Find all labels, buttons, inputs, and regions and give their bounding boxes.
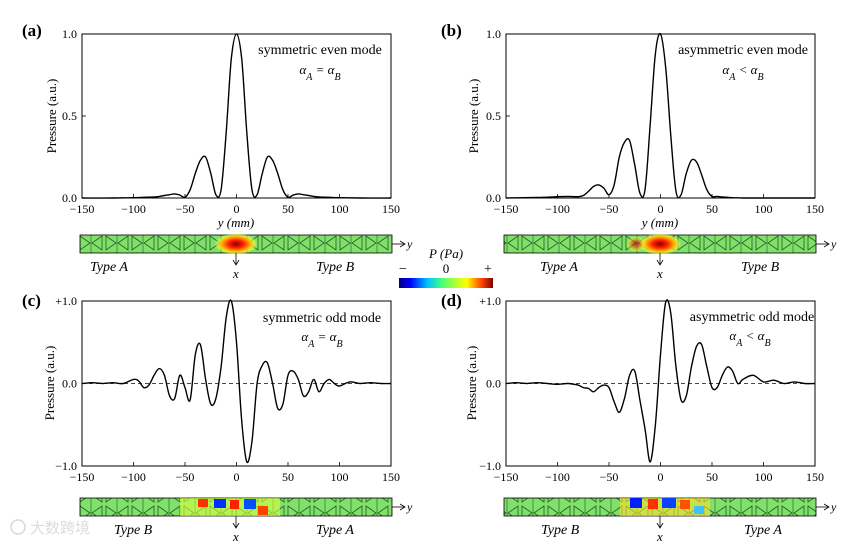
y-tick-label: +1.0 [55,294,77,308]
y-arrow-label: y [406,237,413,251]
y-arrow-label: y [406,500,413,514]
y-tick-label: 1.0 [62,27,77,41]
alpha-condition: αA < αB [722,62,763,83]
y-tick-label: 0.0 [486,377,501,391]
mode-title: asymmetric even mode [678,43,808,58]
strip-right-label: Type B [741,260,780,275]
x-tick-label: 0 [234,202,240,216]
x-arrow-label: x [656,529,663,544]
x-tick-label: 50 [706,470,718,484]
x-tick-label: −50 [600,202,619,216]
x-tick-label: 150 [806,470,824,484]
x-tick-label: 50 [706,202,718,216]
y-tick-label: 0.0 [62,377,77,391]
strip-left-label: Type B [114,523,153,538]
data-line [81,33,392,199]
x-tick-label: −100 [121,202,146,216]
y-arrow-label: y [830,237,837,251]
x-tick-label: 150 [382,470,400,484]
x-tick-label: 0 [658,470,664,484]
x-tick-label: −150 [70,470,95,484]
field-strip: y x Type A Type B [503,233,837,281]
strip-right-label: Type A [744,523,782,538]
plot-frame [81,33,392,199]
colorbar-max: + [484,262,492,277]
y-tick-label: 1.0 [486,27,501,41]
x-tick-label: −150 [70,202,95,216]
alpha-condition: αA = αB [301,329,342,350]
plot-frame [505,33,816,199]
x-tick-label: 100 [331,470,349,484]
x-tick-label: 100 [331,202,349,216]
strip-right-label: Type B [316,260,355,275]
y-tick-label: 0.0 [62,191,77,205]
x-tick-label: 50 [282,202,294,216]
alpha-condition: αA < αB [729,328,770,349]
x-axis-label: y (mm) [640,215,678,230]
watermark-logo-icon [10,519,26,535]
strip-left-label: Type B [541,523,580,538]
strip-right-label: Type A [316,523,354,538]
x-tick-label: 50 [282,470,294,484]
y-axis-label: Pressure (a.u.) [464,346,479,421]
x-tick-label: −150 [494,202,519,216]
colorbar-mid: 0 [443,261,450,276]
x-tick-label: 100 [755,202,773,216]
strip-left-label: Type A [90,260,128,275]
x-tick-label: −50 [176,470,195,484]
y-arrow-label: y [830,500,837,514]
alpha-condition: αA = αB [299,62,340,83]
panel-label: (b) [441,21,462,40]
colorbar-gradient [399,278,493,288]
y-axis-label: Pressure (a.u.) [44,79,59,154]
x-arrow-label: x [232,266,239,281]
y-tick-label: −1.0 [479,459,501,473]
x-arrow-label: x [232,529,239,544]
x-tick-label: 150 [382,202,400,216]
panel-label: (d) [441,291,462,310]
field-strip: y x Type A Type B [79,233,413,281]
x-tick-label: −100 [545,470,570,484]
x-arrow-label: x [656,266,663,281]
x-axis-label: y (mm) [216,215,254,230]
x-tick-label: 150 [806,202,824,216]
y-tick-label: 0.5 [486,109,501,123]
colorbar: P (Pa) − 0 + [399,246,493,288]
field-strip: y x Type B Type A [503,497,837,544]
panel-b: (b) −150 −100 −50 0 50 100 150 0.0 0.5 1.0 Pressu… [441,21,837,281]
mode-title: asymmetric odd mode [690,310,814,325]
watermark: 大数跨境 [10,519,90,537]
mode-title: symmetric odd mode [263,311,381,326]
panel-c: (c) −150 −100 −50 0 50 100 150 −1.0 0.0 +1.0 Pres… [22,291,413,544]
x-tick-label: −150 [494,470,519,484]
y-tick-label: +1.0 [479,294,501,308]
mode-title: symmetric even mode [258,43,382,58]
data-line [505,299,816,463]
panel-d: (d) −150 −100 −50 0 50 100 150 −1.0 0.0 +1.0 Pres… [441,291,837,544]
data-line [505,32,815,199]
colorbar-label: P (Pa) [428,246,463,261]
x-tick-label: −50 [176,202,195,216]
x-tick-label: −100 [121,470,146,484]
strip-left-label: Type A [540,260,578,275]
colorbar-min: − [399,262,407,277]
y-axis-label: Pressure (a.u.) [42,346,57,421]
x-tick-label: −50 [600,470,619,484]
x-tick-label: 100 [755,470,773,484]
panel-label: (c) [22,291,41,310]
y-tick-label: 0.0 [486,191,501,205]
watermark-text: 大数跨境 [30,519,90,537]
y-tick-label: −1.0 [55,459,77,473]
field-strip: y x Type B Type A [79,497,413,544]
x-tick-label: 0 [658,202,664,216]
panel-label: (a) [22,21,42,40]
y-tick-label: 0.5 [62,109,77,123]
x-tick-label: 0 [234,470,240,484]
panel-a: (a) −150 −100 −50 0 50 100 150 0.0 0.5 1.0 Pressu… [22,21,413,281]
x-tick-label: −100 [545,202,570,216]
data-line [81,299,392,464]
y-axis-label: Pressure (a.u.) [466,79,481,154]
